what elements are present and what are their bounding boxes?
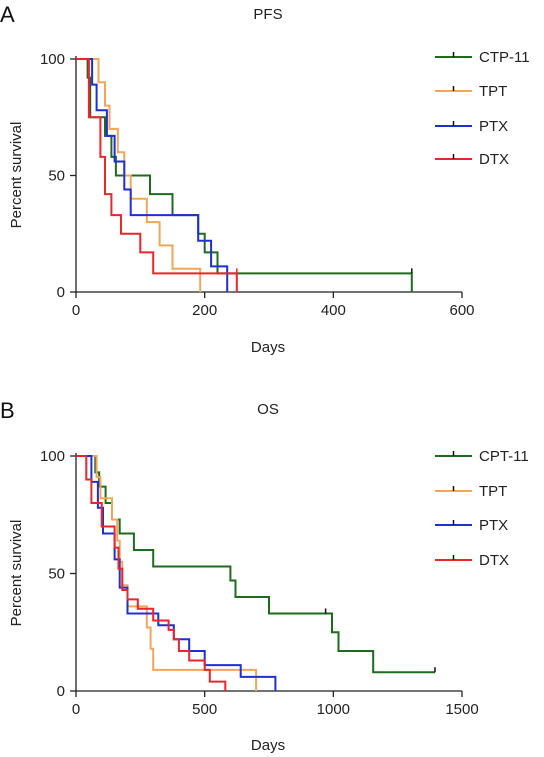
series-b [76,455,436,691]
x-tick-label: 400 [321,302,346,319]
x-axis-label-b: Days [251,737,285,754]
panel-a: A PFS 0 50 100 0 200 400 600 Days Percent surv… [0,2,530,356]
x-tick-label: 200 [192,302,217,319]
legend-item-ctp-11: CTP-11 [435,49,530,66]
y-tick-label: 100 [40,51,65,68]
legend-label: PTX [479,118,508,135]
chart-title-a: PFS [253,6,282,23]
y-axis-label-a: Percent survival [8,122,25,229]
legend-label: TPT [479,483,507,500]
series-line-dtx [76,455,227,691]
axes-a: 0 50 100 0 200 400 600 [40,51,475,319]
series-line-ctp-11 [76,58,413,292]
series-a [76,58,413,292]
y-axis-label-b: Percent survival [8,520,25,627]
x-tick-label: 600 [449,302,474,319]
panel-letter-a: A [0,2,15,27]
legend-a: CTP-11 TPT PTX DTX [435,49,530,168]
legend-label: DTX [479,552,509,569]
y-tick-label: 100 [40,448,65,465]
legend-item-tpt: TPT [435,83,507,100]
x-tick-label: 0 [72,701,80,718]
chart-title-b: OS [257,401,279,418]
series-line-cpt-11 [76,455,435,674]
legend-b: CPT-11 TPT PTX DTX [435,448,529,569]
legend-item-dtx: DTX [435,552,509,569]
legend-label: CPT-11 [479,448,529,465]
legend-item-tpt: TPT [435,483,507,500]
x-tick-label: 500 [192,701,217,718]
legend-item-dtx: DTX [435,151,509,168]
x-tick-label: 1000 [317,701,350,718]
legend-item-cpt-11: CPT-11 [435,448,529,465]
legend-label: DTX [479,151,509,168]
legend-label: PTX [479,517,508,534]
y-tick-label: 50 [48,168,65,185]
legend-label: TPT [479,83,507,100]
legend-item-ptx: PTX [435,517,508,534]
x-tick-label: 1500 [445,701,478,718]
legend-item-ptx: PTX [435,118,508,135]
y-tick-label: 50 [48,566,65,583]
x-axis-label-a: Days [251,339,285,356]
panel-letter-b: B [0,398,15,423]
series-line-dtx [76,58,238,292]
x-tick-label: 0 [72,302,80,319]
y-tick-label: 0 [57,683,65,700]
y-tick-label: 0 [57,284,65,301]
series-line-ptx [76,58,229,292]
legend-label: CTP-11 [479,49,530,66]
series-line-tpt [76,455,258,691]
